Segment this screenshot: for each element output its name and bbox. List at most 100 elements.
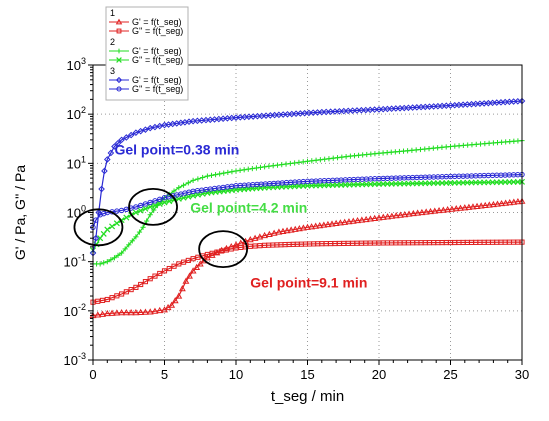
data-point bbox=[219, 248, 225, 254]
data-point bbox=[185, 180, 191, 186]
data-point bbox=[178, 285, 186, 292]
legend-entry-label: G' = f(t_seg) bbox=[132, 46, 182, 56]
data-point bbox=[115, 18, 123, 25]
data-point bbox=[209, 250, 215, 256]
data-point bbox=[371, 214, 379, 221]
legend-entry-label: G'' = f(t_seg) bbox=[132, 55, 183, 65]
data-point bbox=[152, 273, 158, 279]
data-point bbox=[358, 216, 366, 223]
data-point bbox=[127, 308, 135, 316]
data-point bbox=[266, 163, 272, 169]
data-point bbox=[330, 155, 336, 161]
data-point bbox=[322, 156, 328, 162]
gel-point-circle bbox=[198, 230, 249, 269]
data-point bbox=[136, 229, 143, 235]
data-point bbox=[344, 107, 352, 115]
data-point bbox=[514, 198, 522, 205]
data-point bbox=[140, 224, 146, 230]
data-point bbox=[431, 207, 439, 214]
data-point bbox=[354, 216, 361, 224]
data-point bbox=[320, 221, 328, 228]
data-point bbox=[392, 212, 400, 219]
data-point bbox=[326, 156, 332, 162]
data-point bbox=[118, 308, 126, 316]
data-point bbox=[129, 238, 135, 244]
data-point bbox=[189, 267, 197, 274]
data-point bbox=[340, 107, 348, 115]
grid bbox=[93, 65, 522, 360]
data-point bbox=[366, 215, 374, 222]
data-point bbox=[316, 222, 324, 229]
data-point bbox=[193, 263, 201, 270]
data-point bbox=[152, 198, 158, 204]
data-point bbox=[99, 297, 106, 303]
data-point bbox=[331, 108, 339, 115]
data-point bbox=[166, 265, 172, 272]
data-point bbox=[334, 155, 341, 161]
data-point bbox=[397, 211, 404, 218]
data-point bbox=[261, 231, 269, 239]
data-point bbox=[233, 245, 239, 251]
series-layer bbox=[89, 97, 526, 319]
data-point bbox=[485, 201, 493, 208]
data-point bbox=[371, 106, 378, 113]
data-point bbox=[494, 200, 501, 207]
data-point bbox=[332, 219, 340, 226]
gel-point-label: Gel point=9.1 min bbox=[250, 274, 367, 290]
data-point bbox=[141, 308, 149, 315]
data-point bbox=[457, 204, 464, 211]
x-tick-label: 0 bbox=[89, 367, 96, 382]
data-point bbox=[362, 215, 370, 223]
x-axis-label: t_seg / min bbox=[271, 388, 344, 405]
data-point bbox=[132, 209, 139, 216]
data-point bbox=[115, 76, 123, 84]
data-point bbox=[262, 164, 268, 170]
legend-entry-label: G'' = f(t_seg) bbox=[132, 84, 183, 94]
data-point bbox=[92, 234, 100, 242]
data-point bbox=[101, 210, 107, 217]
data-point bbox=[465, 203, 473, 210]
data-point bbox=[510, 198, 518, 205]
data-point bbox=[448, 205, 456, 212]
data-point bbox=[116, 57, 122, 63]
data-point bbox=[283, 161, 289, 167]
data-point bbox=[502, 199, 510, 206]
data-point bbox=[118, 136, 125, 144]
data-point bbox=[175, 292, 183, 299]
data-point bbox=[270, 163, 276, 169]
data-point bbox=[327, 108, 334, 116]
data-point bbox=[473, 202, 481, 209]
y-tick-label: 103 bbox=[67, 56, 86, 73]
data-point bbox=[506, 198, 514, 206]
data-point bbox=[241, 167, 247, 173]
data-point bbox=[304, 223, 311, 230]
legend-group-label: 2 bbox=[110, 37, 115, 47]
series-3-loss bbox=[90, 171, 525, 231]
data-point bbox=[104, 259, 110, 265]
data-point bbox=[308, 223, 316, 230]
data-point bbox=[481, 201, 489, 209]
gel-point-label: Gel point=0.38 min bbox=[114, 142, 239, 158]
data-point bbox=[137, 308, 145, 315]
data-point bbox=[418, 208, 426, 216]
data-point bbox=[109, 295, 115, 301]
data-point bbox=[246, 236, 254, 243]
data-point bbox=[322, 108, 330, 116]
data-point bbox=[232, 241, 240, 248]
series-1-storage bbox=[89, 197, 526, 319]
data-point bbox=[461, 204, 469, 211]
data-point bbox=[452, 205, 460, 212]
data-point bbox=[228, 246, 234, 252]
data-point bbox=[142, 279, 149, 285]
data-point bbox=[233, 168, 239, 174]
data-point bbox=[132, 129, 140, 136]
data-point bbox=[270, 229, 278, 236]
data-point bbox=[147, 276, 153, 282]
gel-point-label: Gel point=4.2 min bbox=[190, 200, 307, 216]
data-point bbox=[489, 200, 497, 208]
data-point bbox=[237, 167, 243, 173]
data-point bbox=[114, 293, 120, 299]
data-point bbox=[101, 260, 107, 266]
data-point bbox=[161, 268, 168, 274]
